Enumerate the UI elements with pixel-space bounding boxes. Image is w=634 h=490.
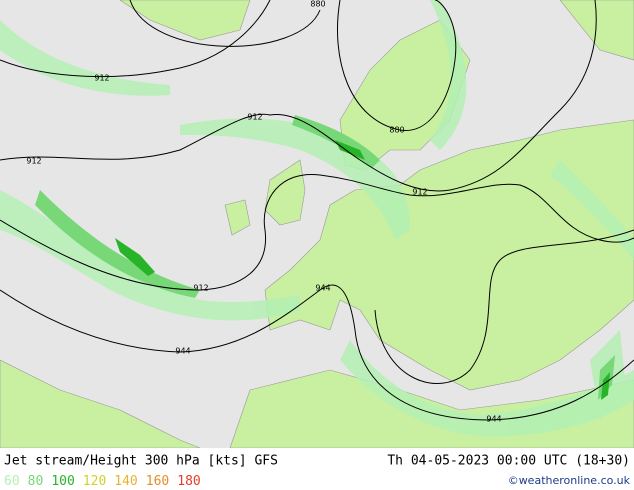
- credit: ©weatheronline.co.uk: [508, 474, 631, 487]
- legend-item: 180: [177, 474, 200, 489]
- legend-item: 80: [28, 474, 44, 489]
- contour-label: 912: [193, 284, 208, 293]
- legend-item: 100: [51, 474, 74, 489]
- contour-label: 912: [412, 188, 427, 197]
- legend-item: 120: [83, 474, 106, 489]
- contour-label: 944: [175, 347, 190, 356]
- jet-max: [115, 140, 610, 400]
- legend: 60 80 100 120 140 160 180: [4, 474, 201, 489]
- contours: [0, 0, 634, 421]
- contour-label: 912: [94, 74, 109, 83]
- legend-item: 60: [4, 474, 20, 489]
- legend-item: 140: [114, 474, 137, 489]
- datetime: Th 04-05-2023 00:00 UTC (18+30): [387, 454, 630, 469]
- legend-item: 160: [146, 474, 169, 489]
- footer-bg: [0, 448, 634, 490]
- land: [0, 0, 634, 449]
- contour-label: 944: [315, 284, 330, 293]
- contour-label: 880: [310, 0, 325, 9]
- contour-label: 880: [389, 126, 404, 135]
- title: Jet stream/Height 300 hPa [kts] GFS: [4, 454, 278, 469]
- contour-label: 912: [26, 157, 41, 166]
- contour-label: 944: [486, 415, 501, 424]
- map: 880 912 912 880 912 912 912 944 944 944: [0, 0, 634, 449]
- contour-labels: 880 912 912 880 912 912 912 944 944 944: [26, 0, 501, 424]
- contour-label: 912: [247, 113, 262, 122]
